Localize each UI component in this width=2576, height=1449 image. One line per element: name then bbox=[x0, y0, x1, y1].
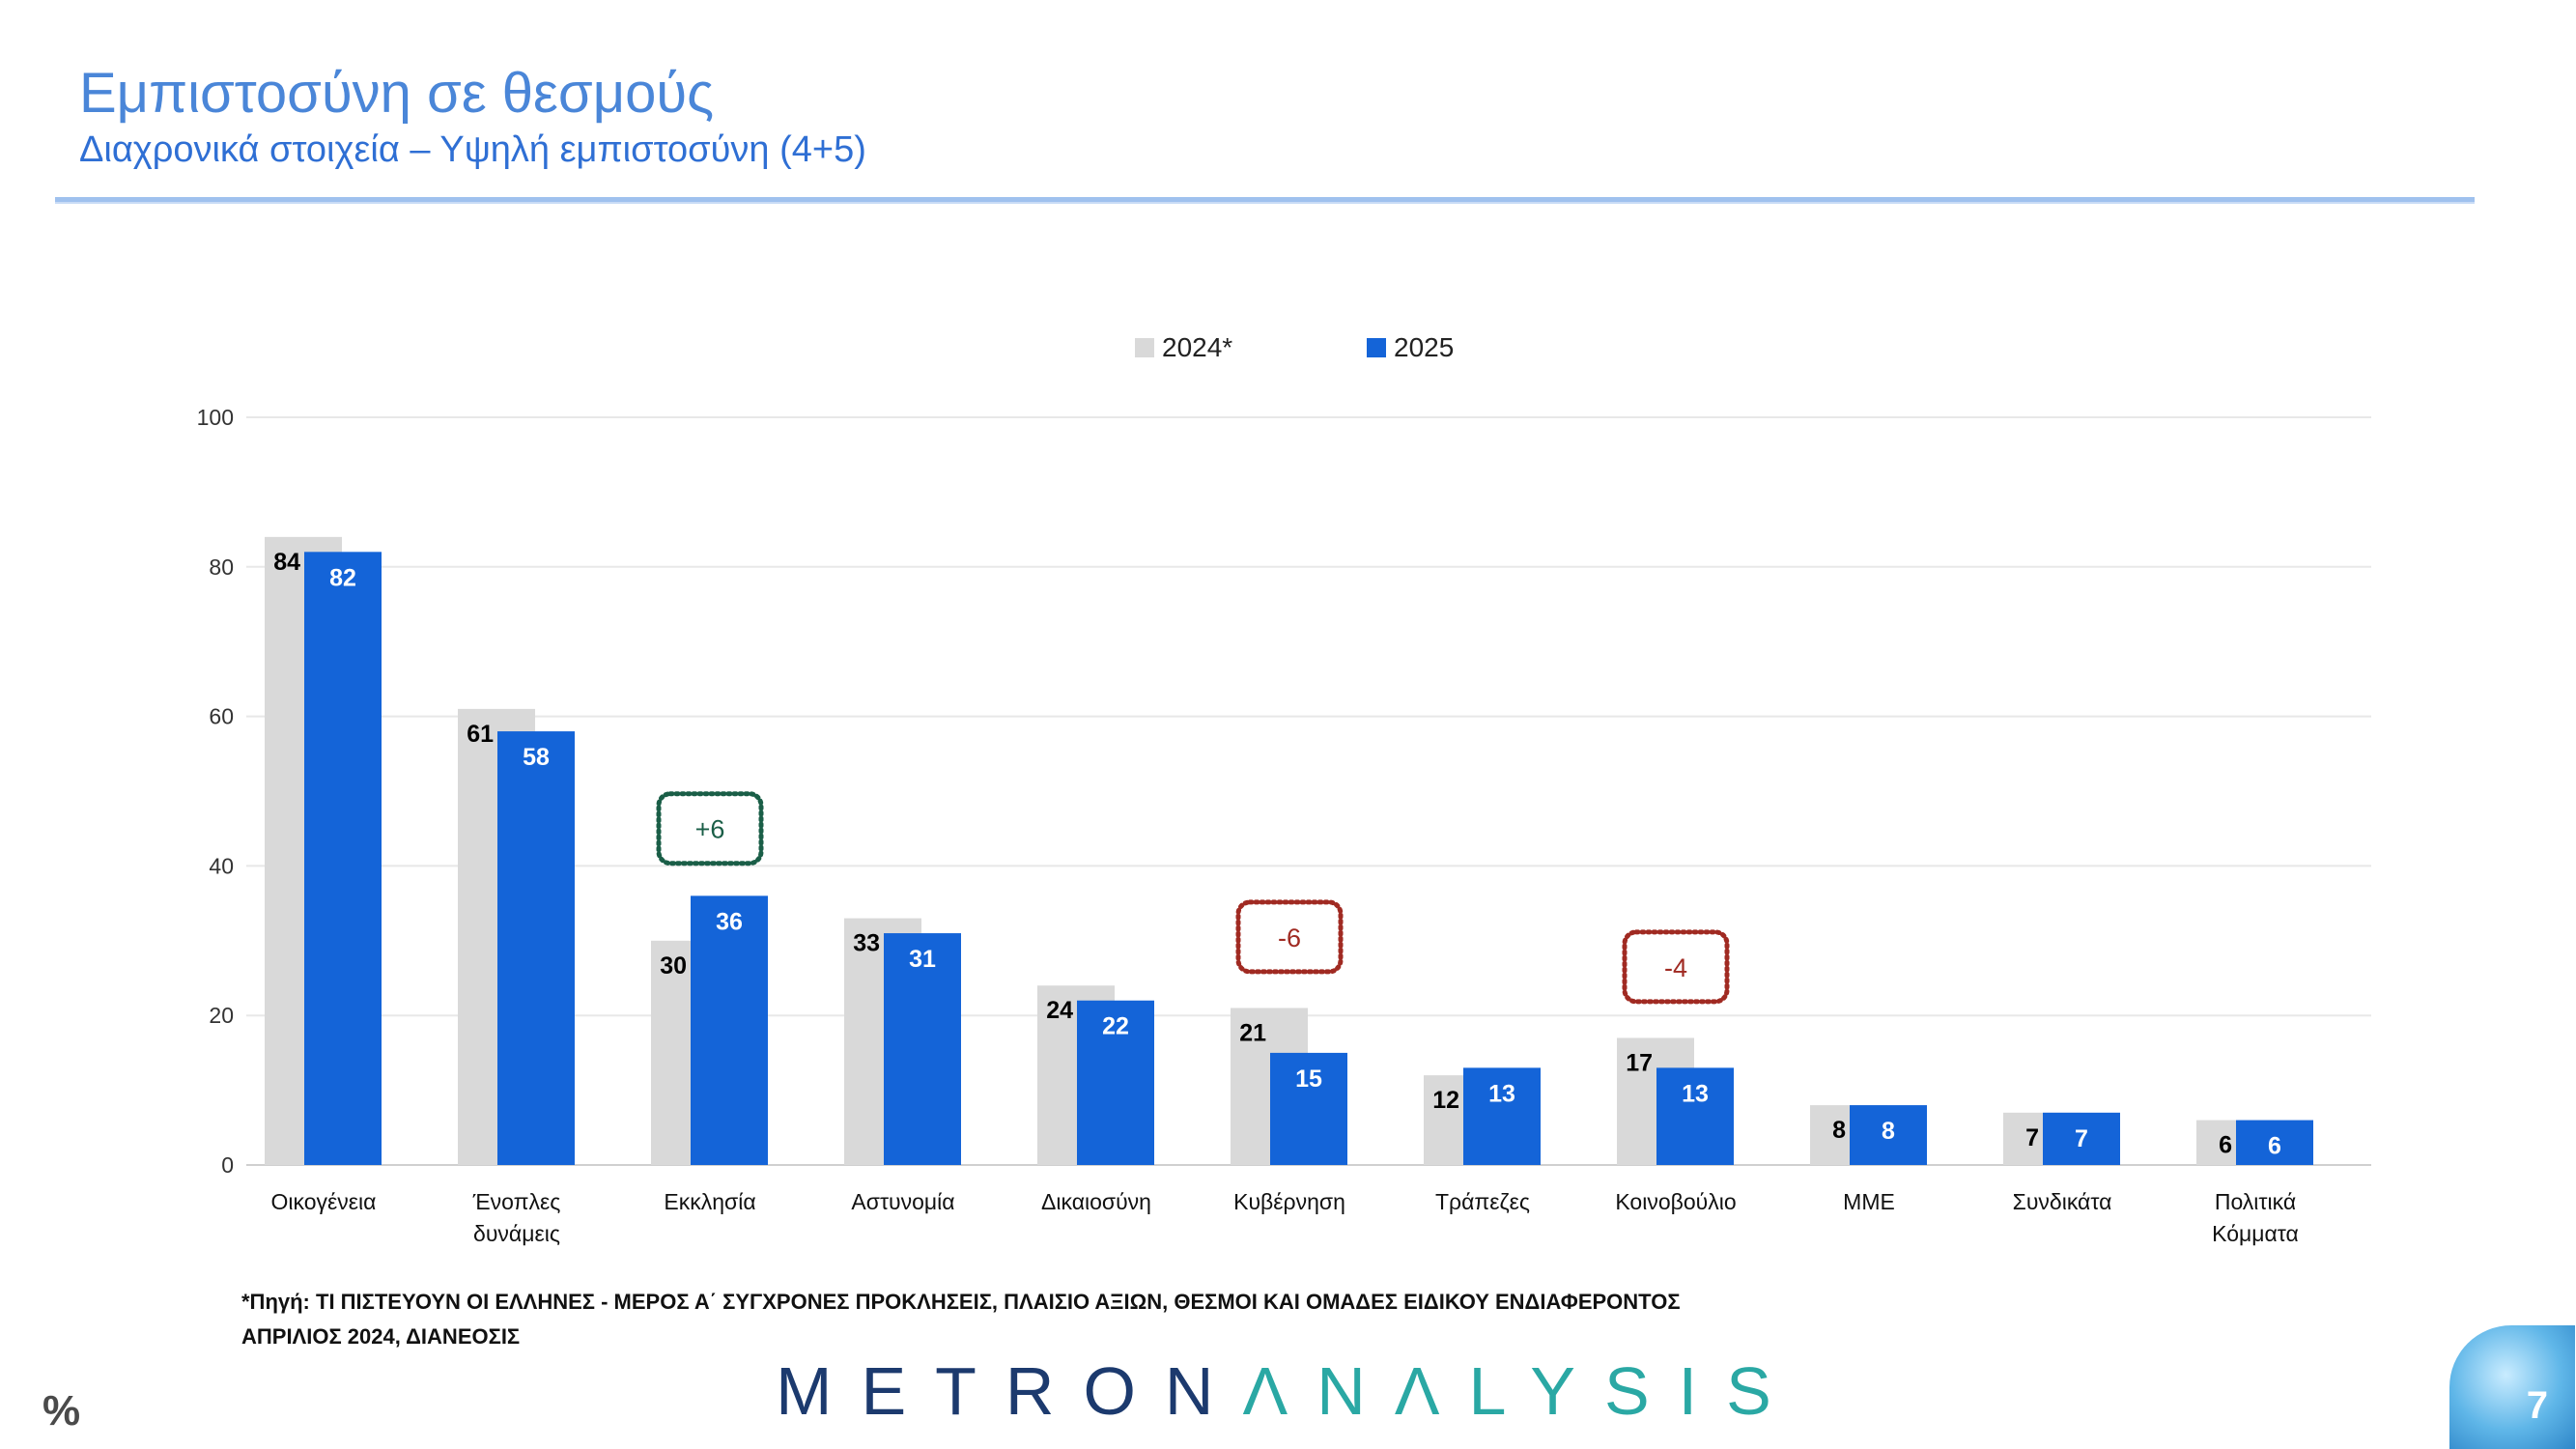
x-tick-label: Αστυνομία bbox=[851, 1189, 954, 1214]
y-tick-label: 100 bbox=[197, 405, 234, 430]
bar-2025 bbox=[2236, 1120, 2313, 1165]
x-tick-label: δυνάμεις bbox=[473, 1221, 560, 1246]
x-tick-label: Εκκλησία bbox=[664, 1189, 755, 1214]
bar-2025 bbox=[1850, 1105, 1927, 1165]
source-footnote: *Πηγή: ΤΙ ΠΙΣΤΕΥΟΥΝ ΟΙ ΕΛΛΗΝΕΣ - ΜΕΡΟΣ Α… bbox=[241, 1285, 1883, 1354]
x-tick-label: Δικαιοσύνη bbox=[1041, 1189, 1151, 1214]
data-label-2024: 7 bbox=[2025, 1124, 2039, 1151]
logo-part-metron: METRON bbox=[776, 1353, 1243, 1429]
x-tick-label: Κοινοβούλιο bbox=[1615, 1189, 1736, 1214]
change-annotation-label: -4 bbox=[1664, 953, 1687, 982]
metron-analysis-logo: METRONΛNΛLYSIS bbox=[0, 1357, 2576, 1425]
legend-swatch-2025 bbox=[1367, 338, 1386, 357]
page-number: 7 bbox=[2526, 1384, 2548, 1427]
data-label-2025: 36 bbox=[716, 908, 743, 935]
change-annotation-box bbox=[1622, 929, 1730, 1005]
y-tick-label: 20 bbox=[209, 1003, 234, 1028]
legend-swatch-2024 bbox=[1135, 338, 1154, 357]
bar-2025 bbox=[884, 933, 961, 1165]
data-label-2024: 33 bbox=[853, 930, 880, 957]
data-label-2025: 8 bbox=[1882, 1118, 1895, 1145]
bar-2025 bbox=[691, 895, 768, 1165]
x-tick-label: Κυβέρνηση bbox=[1233, 1189, 1345, 1214]
change-annotation-label: +6 bbox=[695, 815, 725, 844]
page-number-badge: 7 bbox=[2449, 1325, 2575, 1449]
data-label-2024: 24 bbox=[1046, 997, 1073, 1024]
bar-2025 bbox=[1656, 1067, 1734, 1165]
data-label-2024: 17 bbox=[1626, 1049, 1653, 1076]
data-label-2024: 30 bbox=[660, 952, 687, 980]
data-label-2025: 58 bbox=[523, 744, 550, 771]
data-label-2024: 84 bbox=[273, 549, 300, 576]
footnote-line-2: ΑΠΡΙΛΙΟΣ 2024, ΔΙΑΝΕΟΣΙΣ bbox=[241, 1324, 521, 1349]
data-label-2024: 61 bbox=[467, 721, 494, 748]
data-label-2025: 6 bbox=[2268, 1133, 2281, 1160]
page-subtitle: Διαχρονικά στοιχεία – Υψηλή εμπιστοσύνη … bbox=[79, 129, 866, 170]
data-label-2025: 13 bbox=[1488, 1080, 1515, 1107]
legend-label: 2025 bbox=[1394, 332, 1454, 362]
change-annotation-box bbox=[656, 791, 764, 867]
bar-2025 bbox=[2043, 1112, 2120, 1165]
footnote-line-1: *Πηγή: ΤΙ ΠΙΣΤΕΥΟΥΝ ΟΙ ΕΛΛΗΝΕΣ - ΜΕΡΟΣ Α… bbox=[241, 1290, 1681, 1314]
bar-2025 bbox=[304, 552, 382, 1165]
y-tick-label: 80 bbox=[209, 554, 234, 580]
x-tick-label: Κόμματα bbox=[2212, 1221, 2299, 1246]
data-label-2024: 8 bbox=[1832, 1117, 1846, 1144]
x-tick-label: Οικογένεια bbox=[271, 1189, 377, 1214]
data-label-2024: 12 bbox=[1432, 1087, 1459, 1114]
data-label-2025: 7 bbox=[2075, 1125, 2088, 1152]
legend-label: 2024* bbox=[1162, 332, 1232, 362]
y-tick-label: 40 bbox=[209, 853, 234, 878]
bar-2025 bbox=[1463, 1067, 1541, 1165]
page-title: Εμπιστοσύνη σε θεσμούς bbox=[79, 62, 715, 125]
bar-2025 bbox=[1077, 1000, 1154, 1165]
y-tick-label: 0 bbox=[221, 1152, 234, 1178]
data-label-2025: 22 bbox=[1102, 1013, 1129, 1040]
percent-sign: % bbox=[42, 1387, 81, 1435]
change-annotation-label: -6 bbox=[1278, 923, 1301, 952]
data-label-2025: 15 bbox=[1295, 1065, 1322, 1093]
change-annotation-box bbox=[1235, 899, 1344, 975]
x-tick-label: ΜΜΕ bbox=[1843, 1189, 1895, 1214]
title-divider bbox=[55, 197, 2475, 204]
x-tick-label: Ένοπλες bbox=[472, 1189, 561, 1214]
data-label-2024: 21 bbox=[1239, 1019, 1266, 1046]
y-tick-label: 60 bbox=[209, 704, 234, 729]
data-label-2025: 82 bbox=[329, 564, 356, 591]
bar-2025 bbox=[1270, 1052, 1347, 1165]
data-label-2024: 6 bbox=[2219, 1132, 2232, 1159]
x-tick-label: Τράπεζες bbox=[1435, 1189, 1530, 1214]
data-label-2025: 13 bbox=[1682, 1080, 1709, 1107]
logo-part-analysis: ΛNΛLYSIS bbox=[1242, 1353, 1800, 1429]
x-tick-label: Συνδικάτα bbox=[2013, 1189, 2112, 1214]
bar-2025 bbox=[497, 731, 575, 1165]
data-label-2025: 31 bbox=[909, 946, 936, 973]
x-tick-label: Πολιτικά bbox=[2215, 1189, 2296, 1214]
